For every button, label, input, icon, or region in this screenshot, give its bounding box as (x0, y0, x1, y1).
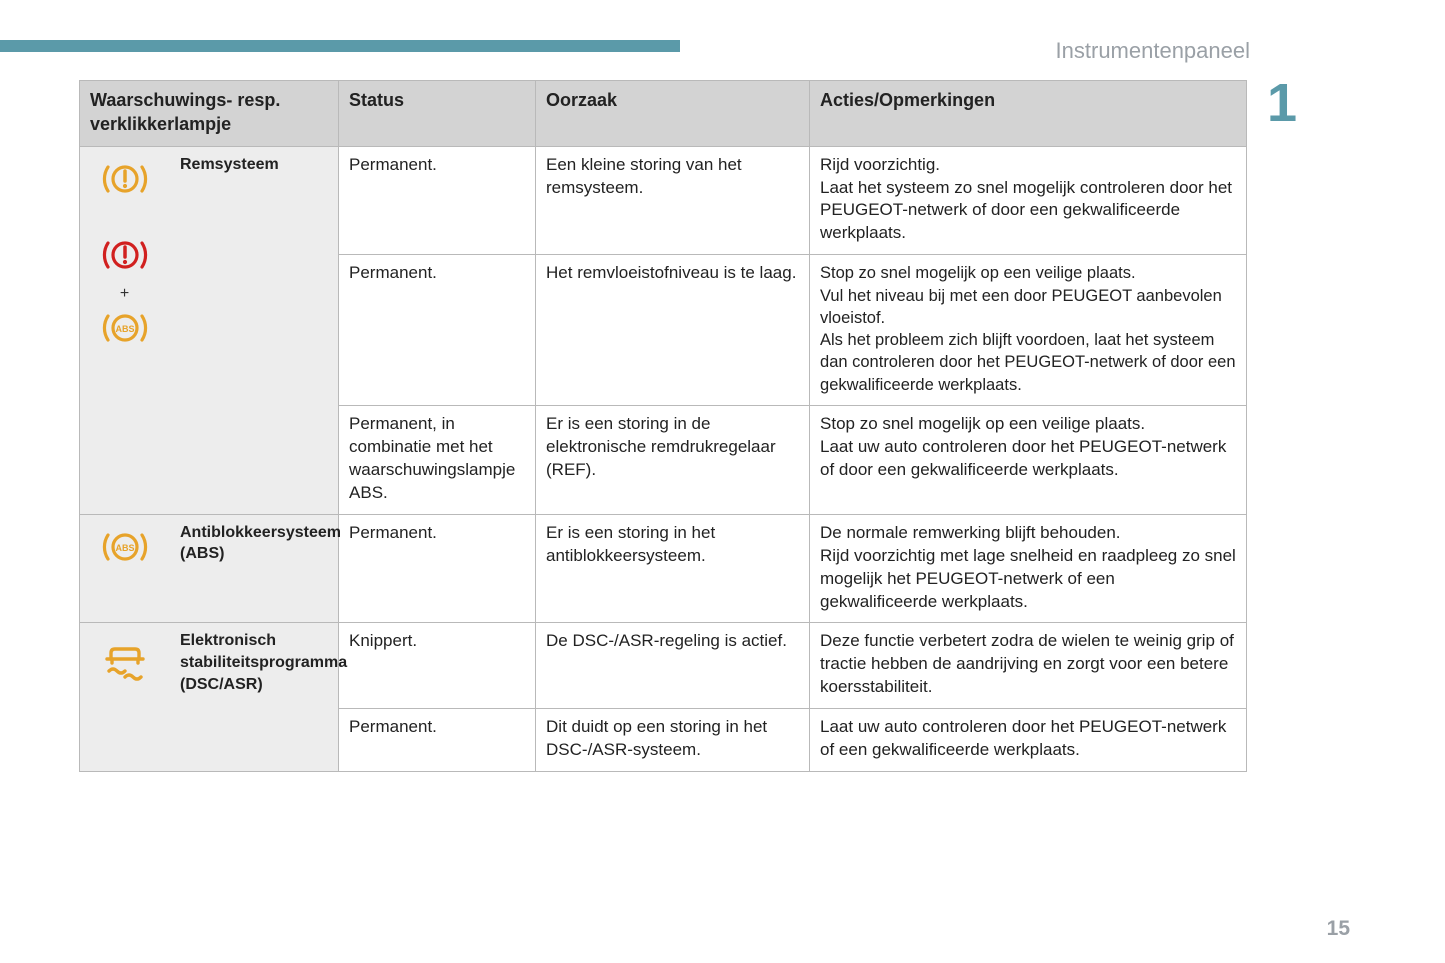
table-header-row: Waarschuwings- resp. verklikkerlampje St… (80, 81, 1247, 147)
warning-lights-table: Waarschuwings- resp. verklikkerlampje St… (79, 80, 1247, 772)
header-cause: Oorzaak (536, 81, 810, 147)
cause-cell: De DSC-/ASR-regeling is actief. (536, 623, 810, 709)
icon-cell-abs: ABS (80, 514, 170, 623)
icon-cell-dsc (80, 623, 170, 772)
status-cell: Knippert. (339, 623, 536, 709)
cause-cell: Er is een storing in de elektronische re… (536, 405, 810, 514)
name-cell-remsysteem: Remsysteem (170, 146, 339, 514)
header-status: Status (339, 81, 536, 147)
page-number: 15 (1327, 917, 1350, 941)
status-cell: Permanent. (339, 146, 536, 255)
header-warning-lamp: Waarschuwings- resp. verklikkerlampje (80, 81, 339, 147)
warning-lights-table-container: Waarschuwings- resp. verklikkerlampje St… (79, 80, 1246, 772)
actions-cell: Stop zo snel mogelijk op een veilige pla… (810, 405, 1247, 514)
status-cell: Permanent. (339, 709, 536, 772)
chapter-number: 1 (1267, 76, 1297, 130)
table-row: ABS Antiblokkeersysteem (ABS) Permanent.… (80, 514, 1247, 623)
cause-cell: Dit duidt op een storing in het DSC-/ASR… (536, 709, 810, 772)
svg-text:ABS: ABS (115, 324, 134, 334)
section-title: Instrumentenpaneel (1056, 38, 1250, 64)
cause-cell: Een kleine storing van het remsysteem. (536, 146, 810, 255)
cause-cell: Er is een storing in het antiblokkeersys… (536, 514, 810, 623)
status-cell: Permanent. (339, 255, 536, 406)
cause-cell: Het remvloeistofniveau is te laag. (536, 255, 810, 406)
icon-cell-remsysteem: + ABS (80, 146, 170, 514)
actions-cell: Rijd voorzichtig.Laat het systeem zo sne… (810, 146, 1247, 255)
abs-warning-orange-icon: ABS (90, 310, 159, 346)
actions-cell: De normale remwerking blijft behouden.Ri… (810, 514, 1247, 623)
plus-symbol: + (90, 283, 159, 305)
name-cell-abs: Antiblokkeersysteem (ABS) (170, 514, 339, 623)
header-actions: Acties/Opmerkingen (810, 81, 1247, 147)
actions-cell: Laat uw auto controleren door het PEUGEO… (810, 709, 1247, 772)
abs-warning-orange-icon: ABS (90, 529, 159, 565)
brake-warning-orange-icon (90, 161, 159, 197)
status-cell: Permanent, in combinatie met het waarsch… (339, 405, 536, 514)
status-cell: Permanent. (339, 514, 536, 623)
actions-cell: Deze functie verbetert zodra de wielen t… (810, 623, 1247, 709)
name-cell-dsc: Elektronisch stabiliteitsprogramma (DSC/… (170, 623, 339, 772)
actions-cell: Stop zo snel mogelijk op een veilige pla… (810, 255, 1247, 406)
dsc-asr-warning-icon (90, 639, 159, 683)
brake-warning-red-icon (90, 237, 159, 273)
header-accent-bar (0, 40, 680, 52)
svg-text:ABS: ABS (115, 543, 134, 553)
table-row: + ABS Remsysteem Permanent. Een kleine s… (80, 146, 1247, 255)
table-row: Elektronisch stabiliteitsprogramma (DSC/… (80, 623, 1247, 709)
